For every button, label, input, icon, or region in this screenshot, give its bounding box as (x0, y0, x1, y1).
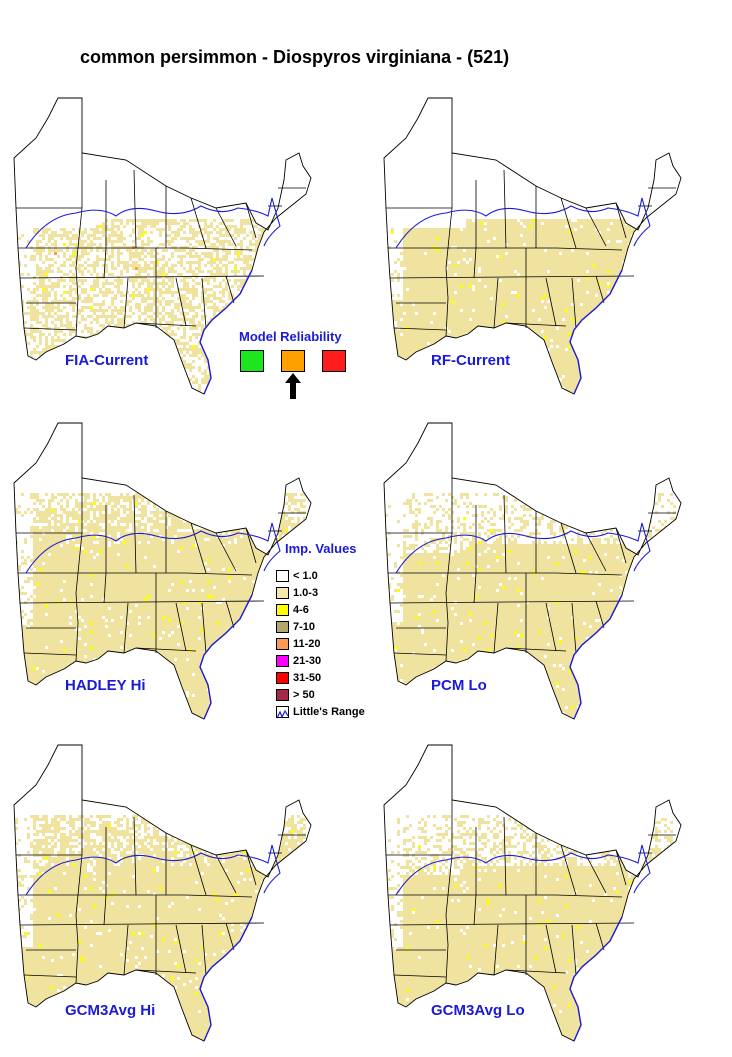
littles-range-line (395, 197, 651, 249)
habitat-cells (14, 493, 306, 719)
legend-row: < 1.0 (276, 568, 318, 584)
imp-values-title: Imp. Values (285, 541, 357, 556)
state-boundaries (386, 478, 676, 662)
range-coast (199, 594, 253, 720)
reliability-medium-box (281, 350, 305, 372)
range-coast (569, 916, 623, 1042)
range-coast (569, 269, 623, 395)
state-boundaries (386, 153, 676, 337)
legend-label: 11-20 (293, 638, 321, 650)
legend-swatch (276, 621, 289, 633)
legend-swatch (276, 672, 289, 684)
legend-row: 4-6 (276, 602, 309, 618)
legend-swatch (276, 570, 289, 582)
legend-row: 21-30 (276, 653, 321, 669)
state-boundaries (16, 153, 306, 337)
map-gcm3avg-hi (6, 744, 346, 1045)
map-label-fia-current: FIA-Current (65, 352, 148, 369)
legend-row: 31-50 (276, 670, 321, 686)
range-coast (199, 269, 253, 395)
legend-swatch (276, 587, 289, 599)
littles-range-line (25, 522, 281, 574)
map-hadley-hi (6, 422, 346, 723)
map-rf-current (376, 97, 716, 398)
state-boundaries (386, 800, 676, 984)
legend-swatch (276, 655, 289, 667)
legend-label: < 1.0 (293, 570, 318, 582)
legend-row: 11-20 (276, 636, 321, 652)
legend-label: 21-30 (293, 655, 321, 667)
legend-row: > 50 (276, 687, 315, 703)
legend-swatch (276, 604, 289, 616)
legend-row: 1.0-3 (276, 585, 318, 601)
reliability-good-box (240, 350, 264, 372)
legend-label: 31-50 (293, 672, 321, 684)
page-title: common persimmon - Diospyros virginiana … (80, 47, 509, 68)
legend-label: > 50 (293, 689, 315, 701)
state-boundaries (16, 800, 306, 984)
legend-label: Little's Range (293, 706, 365, 718)
range-coast (199, 916, 253, 1042)
map-fia-current (6, 97, 346, 398)
legend-label: 7-10 (293, 621, 315, 633)
legend-swatch (276, 689, 289, 701)
legend-row: Little's Range (276, 704, 365, 720)
legend-row: 7-10 (276, 619, 315, 635)
legend-swatch (276, 638, 289, 650)
littles-range-line (25, 197, 281, 249)
littles-range-line (25, 844, 281, 896)
map-label-gcm3avg-hi: GCM3Avg Hi (65, 1002, 155, 1019)
reliability-poor-box (322, 350, 346, 372)
range-line-icon (276, 706, 289, 719)
littles-range-line (395, 522, 651, 574)
map-label-gcm3avg-lo: GCM3Avg Lo (431, 1002, 525, 1019)
state-boundaries (16, 478, 306, 662)
legend-label: 1.0-3 (293, 587, 318, 599)
map-gcm3avg-lo (376, 744, 716, 1045)
range-coast (569, 594, 623, 720)
littles-range-line (395, 844, 651, 896)
map-label-hadley-hi: HADLEY Hi (65, 677, 146, 694)
model-reliability-title: Model Reliability (239, 329, 342, 344)
legend-label: 4-6 (293, 604, 309, 616)
selected-arrow-icon (285, 373, 301, 399)
map-label-rf-current: RF-Current (431, 352, 510, 369)
map-label-pcm-lo: PCM Lo (431, 677, 487, 694)
map-pcm-lo (376, 422, 716, 723)
